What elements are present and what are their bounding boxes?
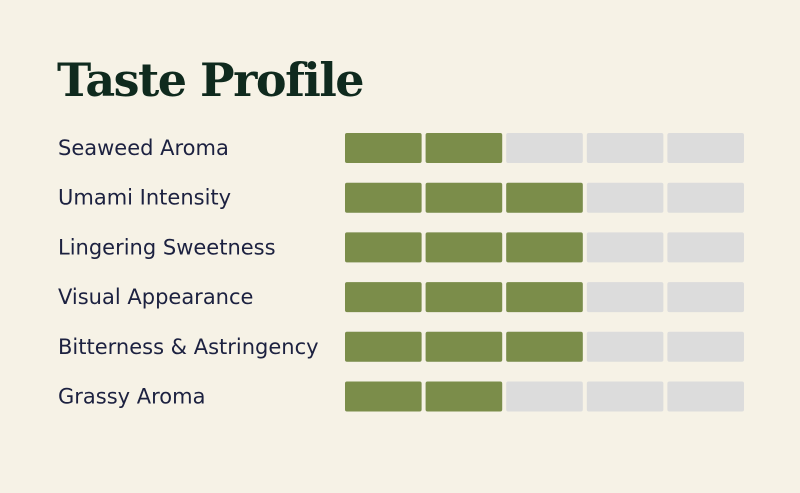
category-label: Umami Intensity [58,186,231,210]
bar-segment [345,381,422,412]
category-label: Lingering Sweetness [58,235,276,259]
bar [345,182,583,213]
track-segment [667,331,744,362]
bar-segment [425,232,503,263]
bar-segment [425,182,503,213]
track-segment [667,232,744,263]
track-segment [586,331,664,362]
track-segment [586,282,664,313]
bar-segment [345,182,422,213]
bar-segment [506,282,583,313]
category-label: Visual Appearance [58,285,253,309]
bar-segment [345,282,422,313]
track-segment [667,133,744,163]
chart-title: Taste Profile [57,53,363,107]
track-segment [586,133,664,163]
bar-segment [506,331,583,362]
category-label: Grassy Aroma [58,385,205,409]
category-label: Bitterness & Astringency [58,335,319,359]
track-segment [667,182,744,213]
bar-segment [425,282,503,313]
bar-segment [345,331,422,362]
track-segment [586,182,664,213]
bar [345,133,503,163]
track-segment [586,232,664,263]
bar-segment [425,133,503,163]
bar [345,381,503,412]
bar-segment [425,331,503,362]
category-label: Seaweed Aroma [58,136,229,160]
track-segment [586,381,664,412]
bar-segment [506,232,583,263]
bar-segment [506,182,583,213]
bar [345,331,583,362]
bar-segment [345,232,422,263]
track-segment [667,381,744,412]
bar [345,282,583,313]
bar [345,232,583,263]
bar-segment [425,381,503,412]
track-segment [667,282,744,313]
track-segment [506,381,583,412]
bar-segment [345,133,422,163]
track-segment [506,133,583,163]
